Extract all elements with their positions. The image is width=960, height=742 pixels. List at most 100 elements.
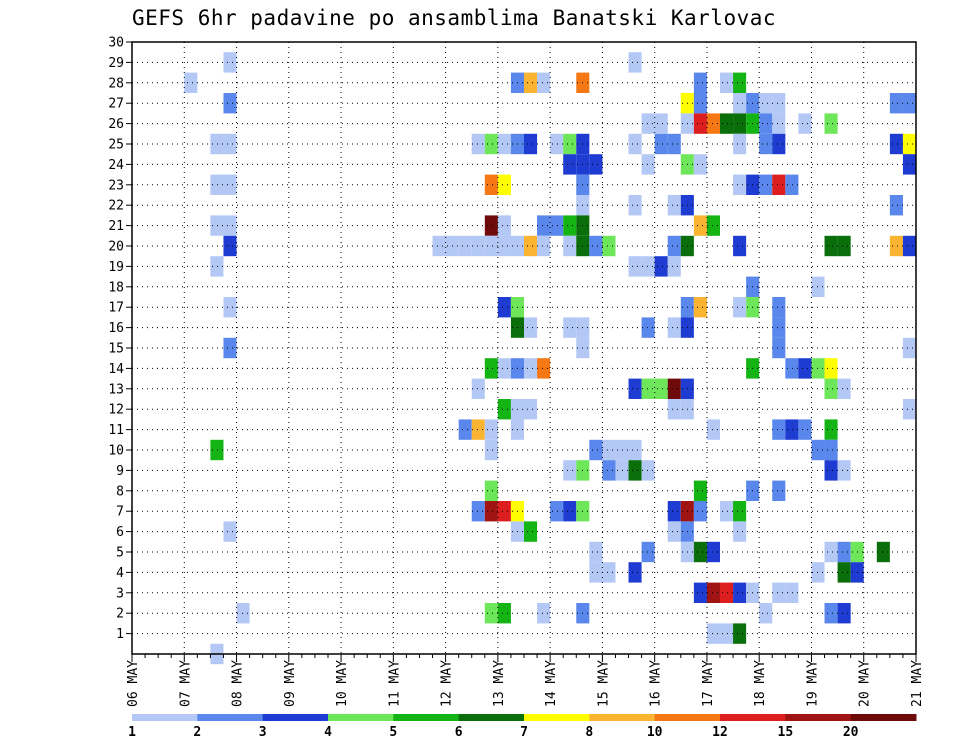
cell-146: [667, 195, 681, 216]
y-tick-label-30: 30: [108, 36, 124, 51]
cell-177: [641, 378, 655, 399]
cell-3: [223, 93, 237, 114]
y-tick-label-5: 5: [116, 546, 124, 561]
cell-11: [210, 256, 224, 277]
cell-238: [889, 235, 903, 257]
colorbar-segment-2: [262, 714, 329, 721]
cell-43: [550, 215, 564, 236]
cell-53: [524, 235, 538, 257]
x-tick-label-15: 21 MAY: [910, 660, 925, 707]
cell-158: [667, 256, 681, 277]
cell-62: [524, 317, 538, 338]
cell-26: [484, 133, 498, 155]
cell-221: [772, 582, 786, 603]
cell-204: [733, 521, 747, 542]
cell-107: [497, 603, 511, 624]
chart-title: GEFS 6hr padavine po ansamblima Banatski…: [132, 6, 777, 30]
cell-67: [484, 358, 498, 379]
cell-156: [641, 256, 655, 277]
cell-166: [772, 317, 786, 338]
cell-120: [654, 113, 668, 134]
cell-12: [223, 297, 237, 318]
cell-150: [667, 235, 681, 257]
cell-1: [223, 52, 237, 73]
cell-92: [484, 501, 498, 522]
cell-118: [772, 93, 786, 114]
cell-132: [654, 133, 668, 155]
cell-5: [223, 133, 237, 155]
cell-103: [628, 562, 642, 583]
cell-4: [210, 133, 224, 155]
cell-31: [563, 133, 577, 155]
y-tick-label-20: 20: [108, 240, 124, 255]
cell-106: [484, 603, 498, 624]
cell-10: [223, 235, 237, 257]
x-tick-label-7: 13 MAY: [492, 660, 507, 707]
y-tick-label-16: 16: [108, 321, 124, 336]
y-tick-label-27: 27: [108, 97, 124, 112]
cell-25: [471, 133, 485, 155]
cell-83: [602, 439, 616, 461]
cell-136: [772, 133, 786, 155]
cell-227: [720, 623, 734, 644]
cell-13: [223, 337, 237, 359]
cell-188: [798, 419, 812, 440]
y-tick-label-25: 25: [108, 138, 124, 153]
cell-197: [667, 501, 681, 522]
y-tick-label-14: 14: [108, 362, 124, 377]
cell-196: [772, 480, 786, 501]
colorbar-label-4: 5: [389, 725, 397, 740]
y-tick-label-8: 8: [116, 484, 124, 499]
cell-214: [837, 562, 851, 583]
cell-241: [902, 337, 916, 359]
y-tick-label-29: 29: [108, 56, 124, 71]
colorbar-label-3: 4: [324, 725, 332, 740]
colorbar-segment-7: [589, 714, 656, 721]
cell-85: [628, 439, 642, 461]
cell-168: [667, 317, 681, 338]
cell-165: [772, 297, 786, 318]
cell-95: [550, 501, 564, 522]
cell-63: [563, 317, 577, 338]
cell-96: [563, 501, 577, 522]
colorbar-label-1: 2: [193, 725, 201, 740]
cell-191: [824, 439, 838, 461]
x-tick-label-6: 12 MAY: [440, 660, 455, 707]
cell-58: [602, 235, 616, 257]
cell-130: [824, 113, 838, 134]
cell-213: [811, 562, 825, 583]
cell-79: [484, 439, 498, 461]
colorbar-segment-8: [654, 714, 721, 721]
x-tick-label-1: 07 MAY: [178, 660, 193, 707]
cell-41: [497, 215, 511, 236]
cell-90: [484, 480, 498, 501]
cell-185: [706, 419, 720, 440]
cell-210: [837, 541, 851, 563]
cell-162: [693, 297, 707, 318]
cell-2: [184, 72, 198, 93]
x-tick-label-13: 19 MAY: [805, 660, 820, 707]
y-tick-label-11: 11: [108, 423, 124, 438]
y-tick-label-2: 2: [116, 607, 124, 622]
cell-208: [706, 541, 720, 563]
cell-200: [720, 501, 734, 522]
y-tick-label-17: 17: [108, 301, 124, 316]
cell-46: [432, 235, 446, 257]
y-tick-label-13: 13: [108, 382, 124, 397]
cell-101: [589, 562, 603, 583]
cell-187: [785, 419, 799, 440]
cell-193: [837, 460, 851, 481]
colorbar-label-11: 20: [843, 725, 859, 740]
cell-137: [641, 154, 655, 175]
colorbar-segment-9: [720, 714, 786, 721]
cell-209: [824, 541, 838, 563]
colorbar-segment-10: [785, 714, 852, 721]
cell-91: [471, 501, 485, 522]
cell-114: [693, 93, 707, 114]
colorbar-segment-6: [524, 714, 590, 721]
cell-100: [589, 541, 603, 563]
cell-174: [811, 358, 825, 379]
cell-228: [733, 623, 747, 644]
cell-44: [563, 215, 577, 236]
cell-219: [733, 582, 747, 603]
